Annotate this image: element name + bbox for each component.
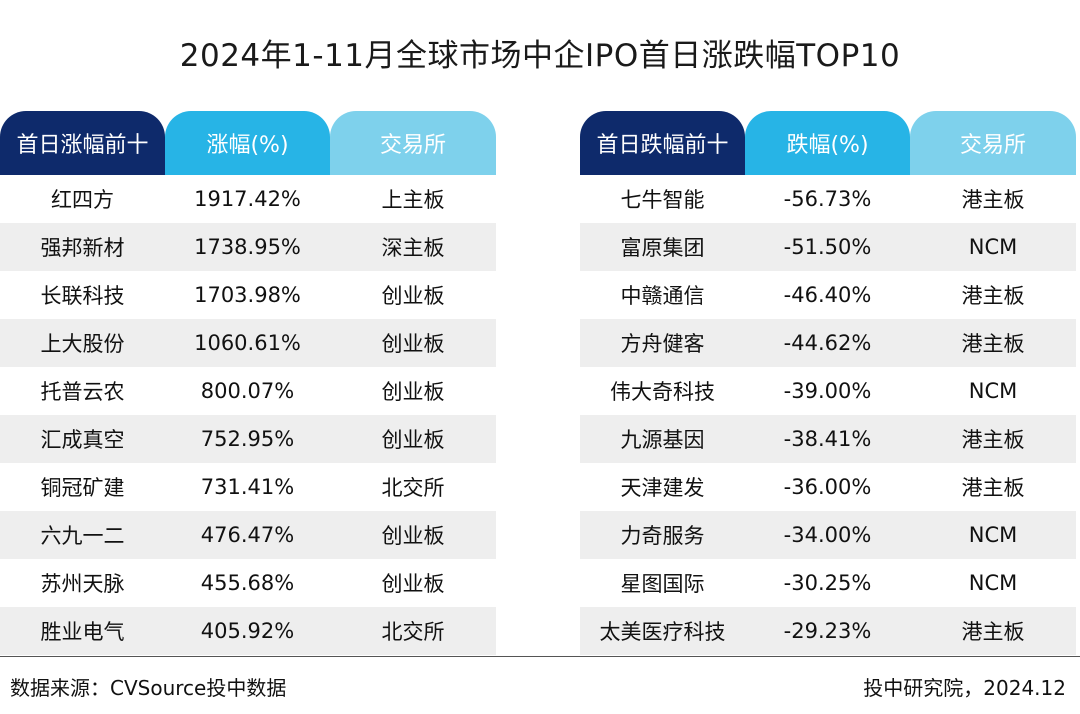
change-cell: -56.73% (745, 175, 910, 223)
change-cell: 800.07% (165, 367, 330, 415)
column-header-loss: 跌幅(%) (745, 111, 910, 175)
exchange-cell: 港主板 (910, 271, 1076, 319)
company-cell: 苏州天脉 (0, 559, 165, 607)
table-row: 七牛智能 -56.73% 港主板 (580, 175, 1076, 223)
change-cell: -38.41% (745, 415, 910, 463)
table-row: 力奇服务 -34.00% NCM (580, 511, 1076, 559)
table-row: 星图国际 -30.25% NCM (580, 559, 1076, 607)
exchange-cell: 北交所 (330, 607, 496, 655)
change-cell: -51.50% (745, 223, 910, 271)
table-row: 长联科技 1703.98% 创业板 (0, 271, 496, 319)
column-header-company: 首日跌幅前十 (580, 111, 745, 175)
change-cell: 1917.42% (165, 175, 330, 223)
exchange-cell: 港主板 (910, 175, 1076, 223)
change-cell: -39.00% (745, 367, 910, 415)
company-cell: 伟大奇科技 (580, 367, 745, 415)
table-row: 富原集团 -51.50% NCM (580, 223, 1076, 271)
table-row: 红四方 1917.42% 上主板 (0, 175, 496, 223)
exchange-cell: 北交所 (330, 463, 496, 511)
exchange-cell: NCM (910, 367, 1076, 415)
exchange-cell: 创业板 (330, 559, 496, 607)
table-row: 九源基因 -38.41% 港主板 (580, 415, 1076, 463)
exchange-cell: 港主板 (910, 463, 1076, 511)
change-cell: -29.23% (745, 607, 910, 655)
exchange-cell: 港主板 (910, 415, 1076, 463)
change-cell: 752.95% (165, 415, 330, 463)
column-header-company: 首日涨幅前十 (0, 111, 165, 175)
column-header-gain: 涨幅(%) (165, 111, 330, 175)
company-cell: 上大股份 (0, 319, 165, 367)
data-source-note: 数据来源：CVSource投中数据 (10, 676, 287, 700)
company-cell: 六九一二 (0, 511, 165, 559)
table-row: 天津建发 -36.00% 港主板 (580, 463, 1076, 511)
change-cell: 1703.98% (165, 271, 330, 319)
exchange-cell: NCM (910, 559, 1076, 607)
table-row: 铜冠矿建 731.41% 北交所 (0, 463, 496, 511)
table-row: 托普云农 800.07% 创业板 (0, 367, 496, 415)
company-cell: 天津建发 (580, 463, 745, 511)
exchange-cell: 创业板 (330, 415, 496, 463)
change-cell: 731.41% (165, 463, 330, 511)
table-row: 太美医疗科技 -29.23% 港主板 (580, 607, 1076, 655)
exchange-cell: 港主板 (910, 607, 1076, 655)
change-cell: -44.62% (745, 319, 910, 367)
table-row: 强邦新材 1738.95% 深主板 (0, 223, 496, 271)
company-cell: 强邦新材 (0, 223, 165, 271)
table-row: 六九一二 476.47% 创业板 (0, 511, 496, 559)
table-header-row: 首日涨幅前十 涨幅(%) 交易所 (0, 111, 496, 175)
company-cell: 胜业电气 (0, 607, 165, 655)
company-cell: 星图国际 (580, 559, 745, 607)
change-cell: 476.47% (165, 511, 330, 559)
company-cell: 汇成真空 (0, 415, 165, 463)
company-cell: 方舟健客 (580, 319, 745, 367)
company-cell: 铜冠矿建 (0, 463, 165, 511)
table-row: 汇成真空 752.95% 创业板 (0, 415, 496, 463)
exchange-cell: 深主板 (330, 223, 496, 271)
exchange-cell: 上主板 (330, 175, 496, 223)
company-cell: 红四方 (0, 175, 165, 223)
change-cell: -46.40% (745, 271, 910, 319)
footer-divider (0, 656, 1080, 657)
publisher-credit: 投中研究院，2024.12 (863, 676, 1066, 700)
table-row: 胜业电气 405.92% 北交所 (0, 607, 496, 655)
chart-title: 2024年1-11月全球市场中企IPO首日涨跌幅TOP10 (179, 38, 901, 74)
column-header-exchange: 交易所 (910, 111, 1076, 175)
loss-top10-table: 首日跌幅前十 跌幅(%) 交易所 七牛智能 -56.73% 港主板 富原集团 -51.5… (580, 111, 1076, 655)
change-cell: 455.68% (165, 559, 330, 607)
exchange-cell: 创业板 (330, 367, 496, 415)
table-row: 中赣通信 -46.40% 港主板 (580, 271, 1076, 319)
exchange-cell: 创业板 (330, 271, 496, 319)
column-header-exchange: 交易所 (330, 111, 496, 175)
table-row: 苏州天脉 455.68% 创业板 (0, 559, 496, 607)
company-cell: 富原集团 (580, 223, 745, 271)
table-row: 上大股份 1060.61% 创业板 (0, 319, 496, 367)
company-cell: 长联科技 (0, 271, 165, 319)
change-cell: -30.25% (745, 559, 910, 607)
company-cell: 中赣通信 (580, 271, 745, 319)
change-cell: 1738.95% (165, 223, 330, 271)
company-cell: 九源基因 (580, 415, 745, 463)
gain-top10-table: 首日涨幅前十 涨幅(%) 交易所 红四方 1917.42% 上主板 强邦新材 1738.… (0, 111, 496, 655)
exchange-cell: 创业板 (330, 511, 496, 559)
company-cell: 太美医疗科技 (580, 607, 745, 655)
exchange-cell: NCM (910, 223, 1076, 271)
exchange-cell: NCM (910, 511, 1076, 559)
change-cell: -36.00% (745, 463, 910, 511)
exchange-cell: 创业板 (330, 319, 496, 367)
table-row: 方舟健客 -44.62% 港主板 (580, 319, 1076, 367)
change-cell: -34.00% (745, 511, 910, 559)
company-cell: 七牛智能 (580, 175, 745, 223)
change-cell: 405.92% (165, 607, 330, 655)
company-cell: 力奇服务 (580, 511, 745, 559)
table-header-row: 首日跌幅前十 跌幅(%) 交易所 (580, 111, 1076, 175)
change-cell: 1060.61% (165, 319, 330, 367)
exchange-cell: 港主板 (910, 319, 1076, 367)
table-row: 伟大奇科技 -39.00% NCM (580, 367, 1076, 415)
company-cell: 托普云农 (0, 367, 165, 415)
